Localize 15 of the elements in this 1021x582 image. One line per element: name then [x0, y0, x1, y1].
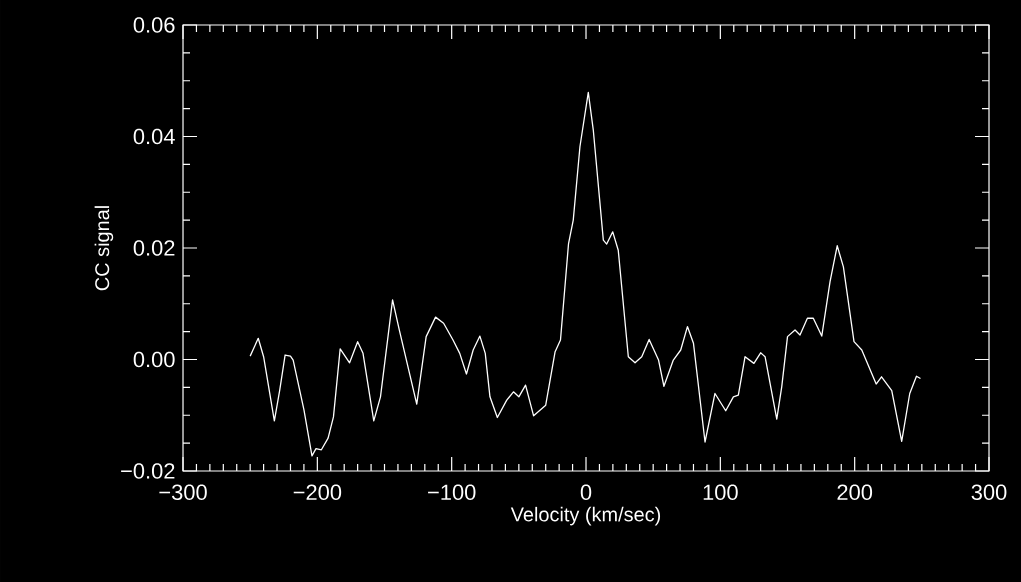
y-tick-label: 0.02: [133, 240, 175, 256]
x-tick-label: −100: [428, 484, 476, 501]
x-tick-label: −300: [159, 484, 207, 501]
x-tick-label: 300: [971, 484, 1007, 501]
y-tick-label: −0.02: [121, 463, 175, 479]
y-tick-label: 0.04: [133, 128, 175, 145]
y-tick-label: 0.00: [133, 351, 175, 368]
x-tick-label: 200: [837, 484, 873, 501]
line-series: [249, 91, 922, 457]
y-tick-label: 0.06: [133, 17, 175, 33]
x-tick-label: −200: [293, 484, 342, 501]
x-axis-title: Velocity (km/sec): [510, 506, 661, 526]
x-tick-label: 0: [580, 484, 592, 501]
x-tick-label: 100: [703, 484, 738, 501]
y-axis-title: CC signal: [94, 206, 114, 291]
